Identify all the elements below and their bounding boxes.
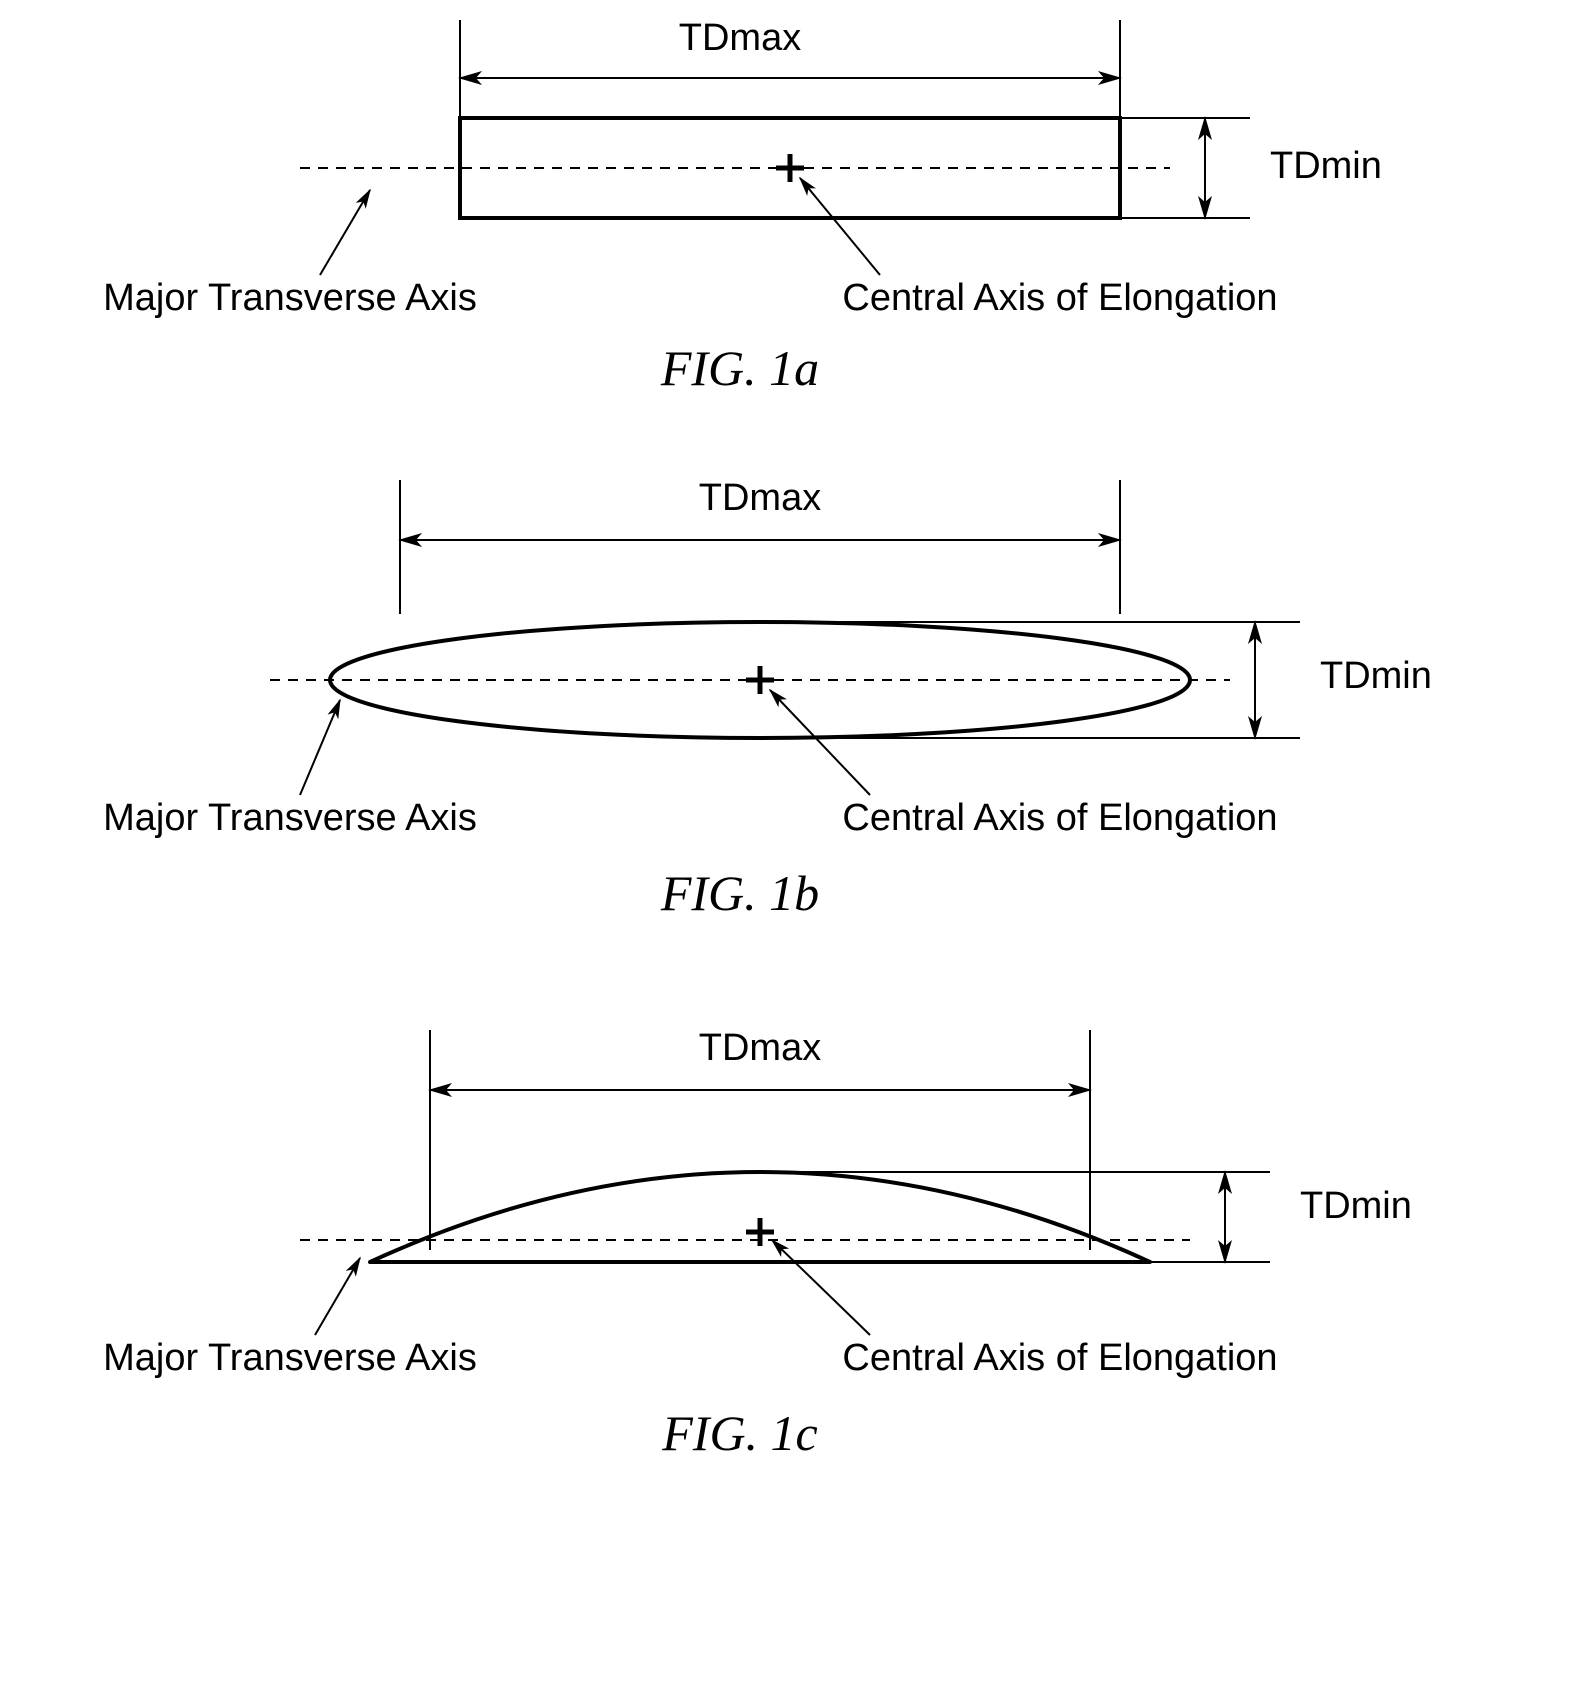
- central-axis-label-b: Central Axis of Elongation: [842, 797, 1277, 839]
- figure-stage: TDmax TDmin Major Transverse Axis Centra…: [0, 0, 1579, 1683]
- diagram-svg: TDmax TDmin Major Transverse Axis Centra…: [0, 0, 1579, 1683]
- panel-fig-1b: [270, 480, 1300, 795]
- fig-title-a: FIG. 1a: [660, 340, 819, 396]
- panel-fig-1c: [300, 1030, 1270, 1335]
- tdmin-label-a: TDmin: [1270, 145, 1382, 187]
- tdmax-label-a: TDmax: [679, 17, 801, 59]
- major-axis-label-c: Major Transverse Axis: [103, 1337, 477, 1379]
- major-axis-label-b: Major Transverse Axis: [103, 797, 477, 839]
- fig-title-c: FIG. 1c: [661, 1405, 818, 1461]
- tdmin-label-c: TDmin: [1300, 1185, 1412, 1227]
- tdmin-label-b: TDmin: [1320, 655, 1432, 697]
- tdmax-label-b: TDmax: [699, 477, 821, 519]
- tdmax-label-c: TDmax: [699, 1027, 821, 1069]
- major-axis-label-a: Major Transverse Axis: [103, 277, 477, 319]
- central-axis-label-a: Central Axis of Elongation: [842, 277, 1277, 319]
- fig-title-b: FIG. 1b: [660, 865, 819, 921]
- central-axis-label-c: Central Axis of Elongation: [842, 1337, 1277, 1379]
